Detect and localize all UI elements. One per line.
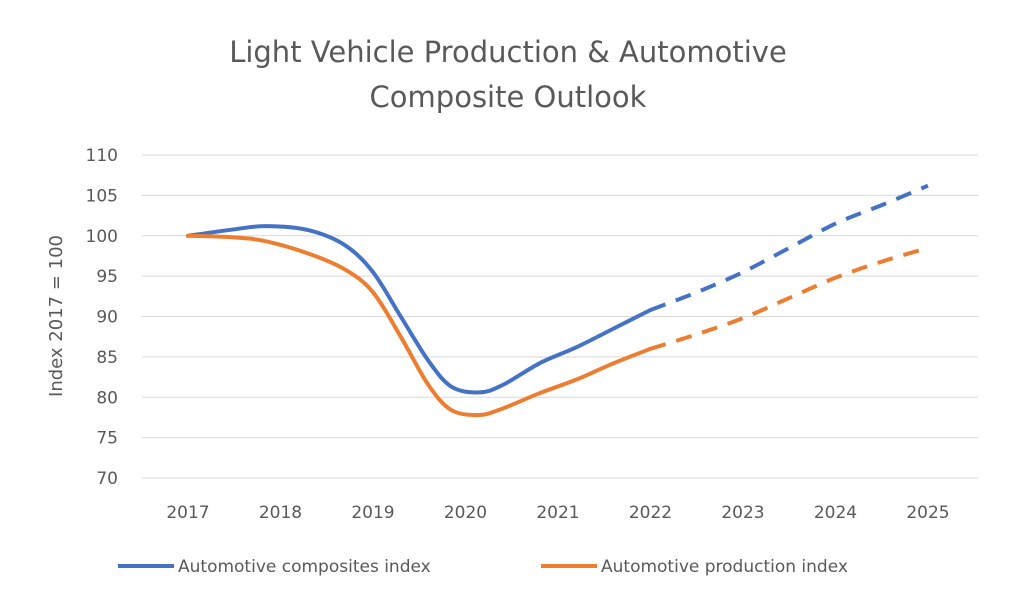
y-tick-label: 95 — [96, 267, 118, 287]
y-tick-label: 110 — [86, 146, 118, 166]
y-tick-label: 70 — [96, 469, 118, 489]
chart-title-line-2: Composite Outlook — [370, 80, 647, 114]
series-line-production-projected — [649, 245, 929, 351]
gridlines — [142, 154, 978, 479]
x-tick-label: 2023 — [721, 503, 764, 523]
y-axis-ticks: 70 75 80 85 90 95 100 105 110 — [86, 146, 118, 489]
y-tick-label: 100 — [86, 227, 118, 247]
legend-label-production: Automotive production index — [601, 557, 848, 577]
x-tick-label: 2017 — [166, 503, 209, 523]
y-tick-label: 85 — [96, 348, 118, 368]
chart-title-line-1: Light Vehicle Production & Automotive — [229, 35, 787, 69]
series-line-composites-projected — [649, 183, 929, 312]
series-lines — [186, 183, 929, 418]
series-line-production-actual — [186, 233, 653, 418]
x-tick-label: 2018 — [259, 503, 302, 523]
x-tick-label: 2022 — [629, 503, 672, 523]
y-axis-label: Index 2017 = 100 — [46, 235, 67, 397]
x-tick-label: 2021 — [536, 503, 579, 523]
y-tick-label: 90 — [96, 308, 118, 328]
series-line-composites-actual — [186, 224, 653, 395]
x-tick-label: 2019 — [351, 503, 394, 523]
x-tick-label: 2024 — [814, 503, 857, 523]
y-tick-label: 105 — [86, 186, 118, 206]
legend: Automotive composites index Automotive pr… — [118, 557, 848, 577]
y-tick-label: 80 — [96, 388, 118, 408]
legend-label-composites: Automotive composites index — [178, 557, 431, 577]
x-tick-label: 2020 — [444, 503, 487, 523]
x-tick-label: 2025 — [906, 503, 949, 523]
x-axis-ticks: 2017 2018 2019 2020 2021 2022 2023 2024 2025 — [166, 503, 949, 523]
y-tick-label: 75 — [96, 429, 118, 449]
